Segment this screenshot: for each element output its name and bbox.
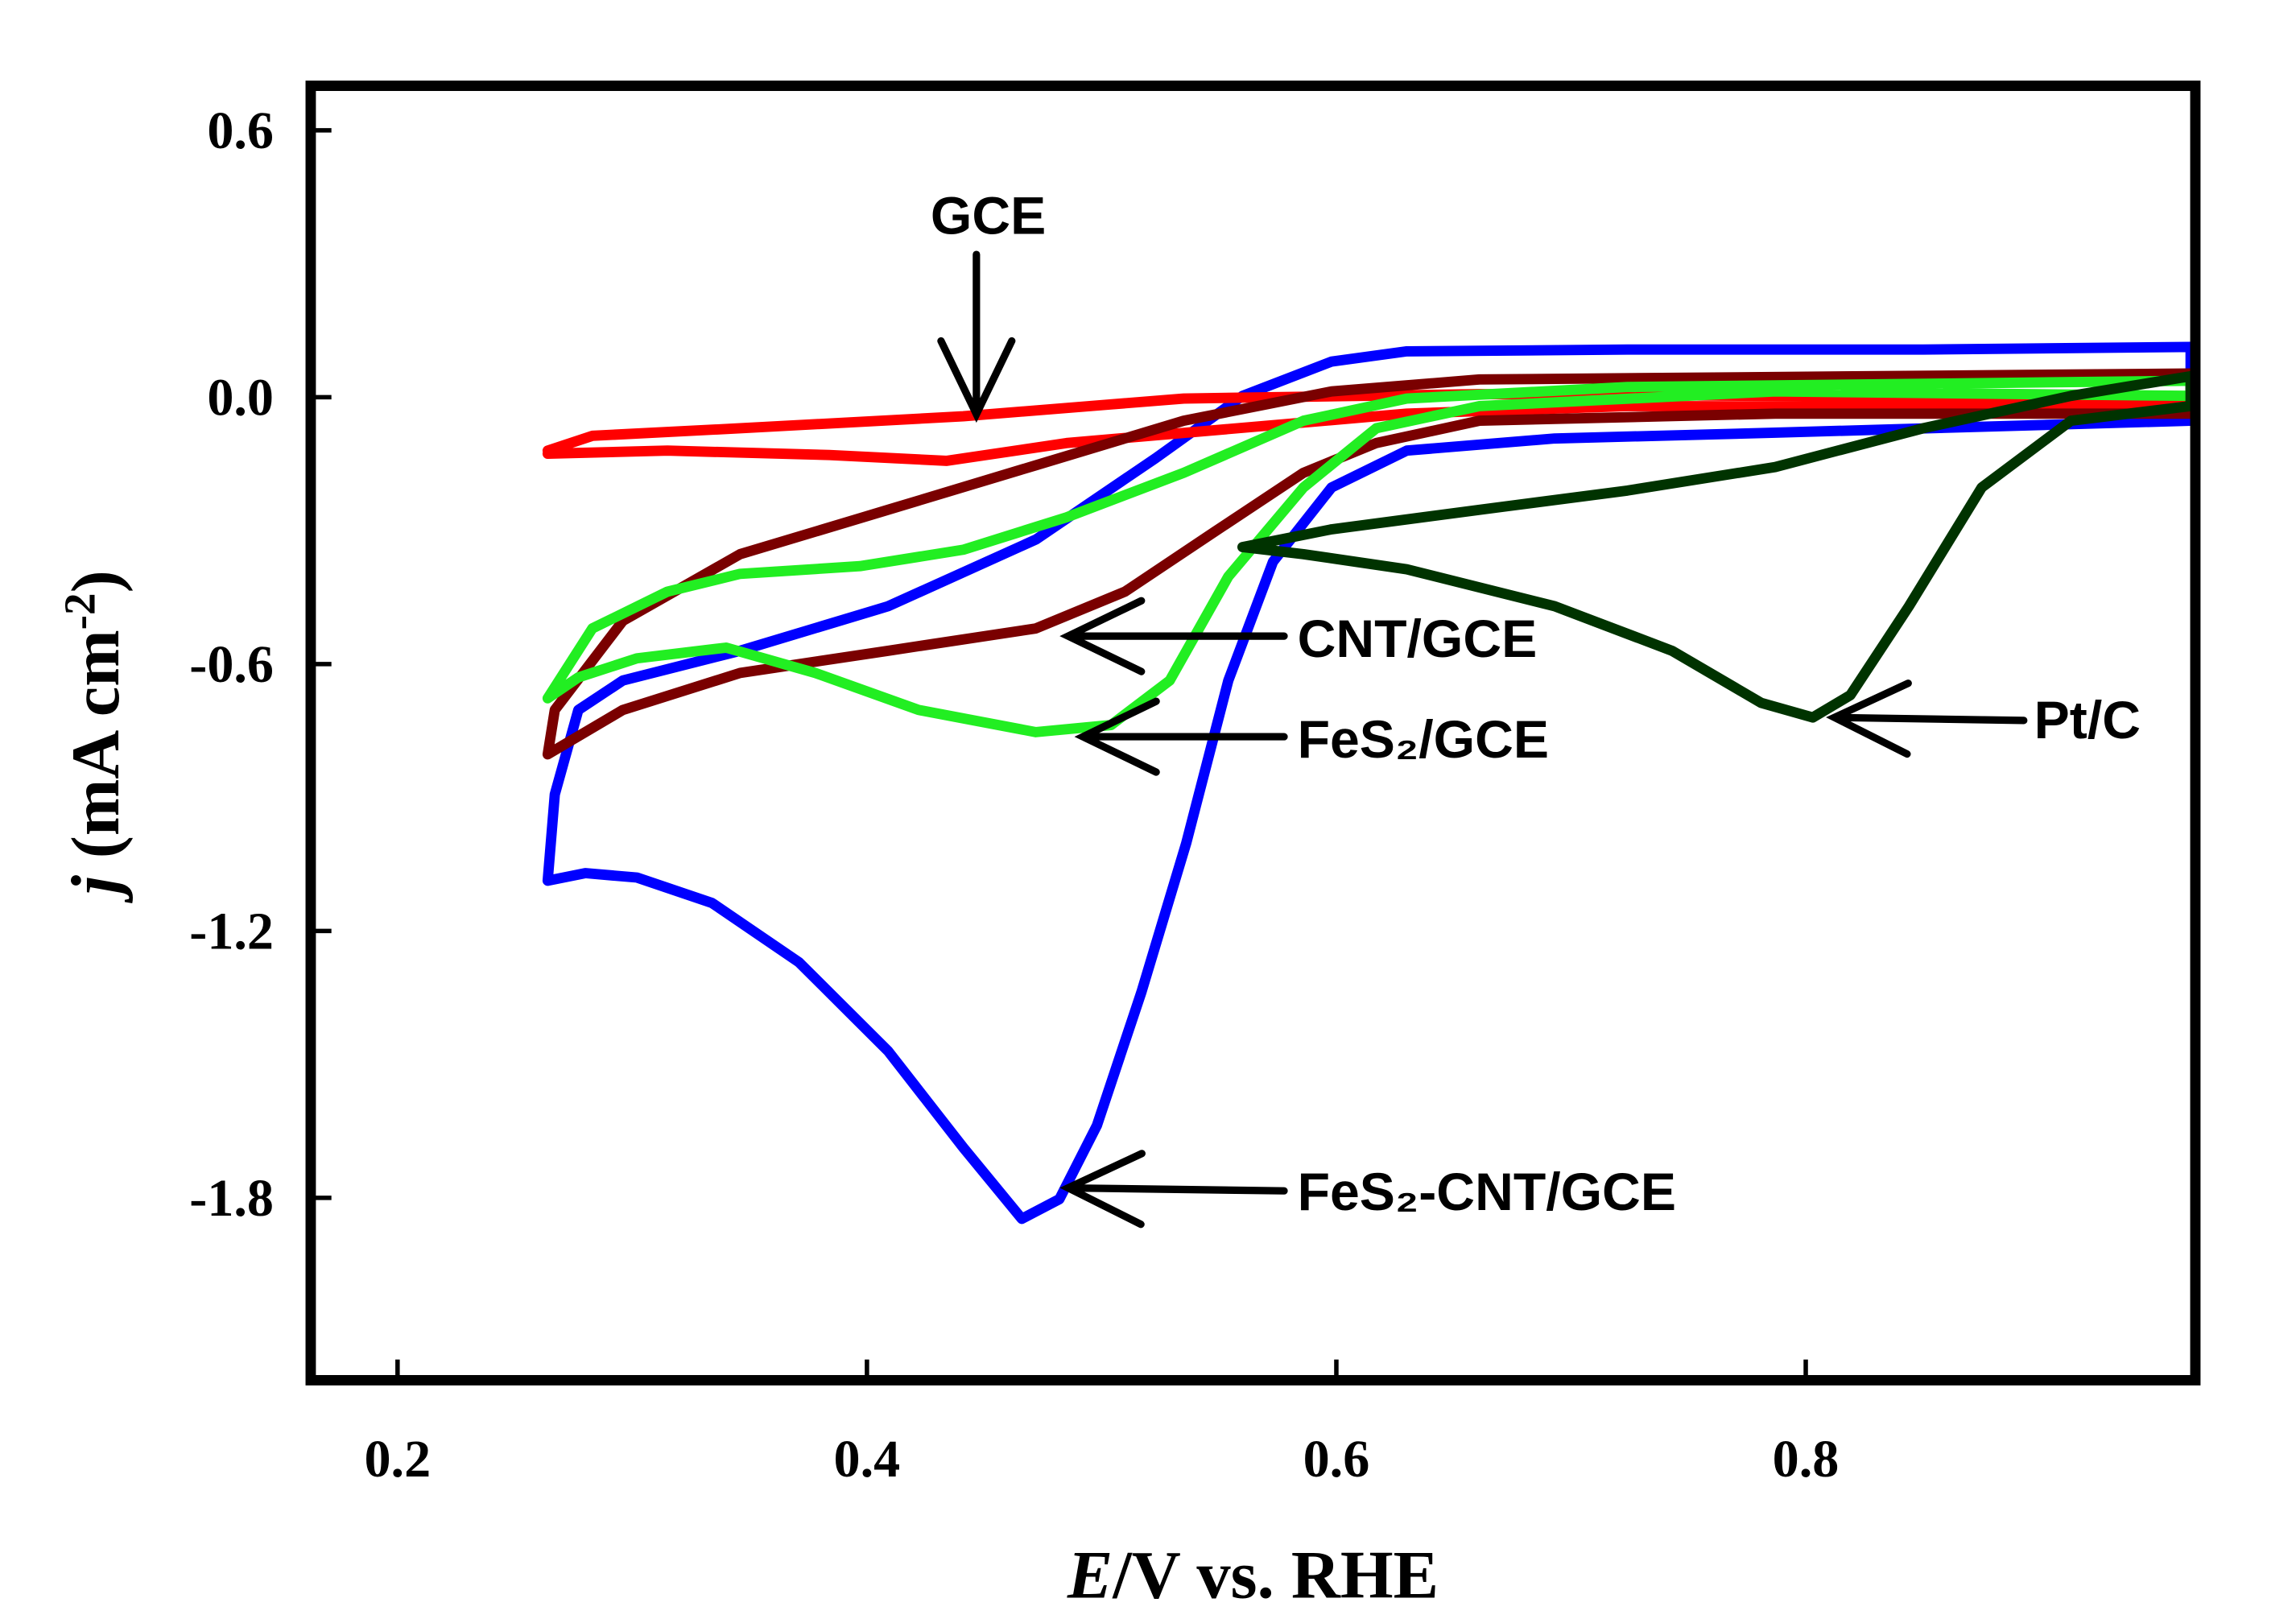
x-label-symbol: E: [1067, 1538, 1113, 1613]
series-annotation: GCE: [931, 186, 1046, 246]
data-line: [1237, 370, 2196, 723]
annotation-arrow: [1059, 597, 1288, 675]
data-line: [542, 341, 2196, 1225]
x-label-text: /V vs. RHE: [1112, 1538, 1439, 1613]
annotation-arrow: [937, 250, 1016, 423]
x-axis-label: E/V vs. RHE: [1067, 1538, 1439, 1613]
annotation-arrow: [1826, 679, 2028, 758]
y-tick-label: 0.0: [207, 368, 274, 427]
plot-frame: [305, 81, 2201, 1386]
y-label-exponent: -2: [56, 593, 105, 630]
series-annotation: FeS₂/GCE: [1298, 710, 1549, 770]
data-line: [542, 375, 2196, 737]
x-tick-label: 0.2: [364, 1430, 431, 1489]
y-label-close: ): [59, 570, 134, 593]
annotation-arrow: [1059, 1150, 1288, 1229]
y-tick-label: -1.8: [189, 1169, 274, 1228]
y-label-text: (mA cm: [59, 630, 134, 875]
annotation-arrow: [1074, 697, 1288, 776]
y-tick-label: -1.2: [189, 902, 274, 960]
y-tick-label: -0.6: [189, 635, 274, 694]
y-label-symbol: j: [59, 875, 134, 904]
x-tick-label: 0.8: [1773, 1430, 1840, 1489]
x-tick-label: 0.4: [834, 1430, 901, 1489]
series-annotation: Pt/C: [2034, 691, 2141, 750]
y-axis-label: j (mA cm-2): [56, 570, 134, 904]
series-annotation: CNT/GCE: [1298, 609, 1538, 669]
y-tick-label: 0.6: [207, 101, 274, 160]
x-tick-label: 0.6: [1303, 1430, 1370, 1489]
series-annotation: FeS₂-CNT/GCE: [1298, 1163, 1676, 1222]
